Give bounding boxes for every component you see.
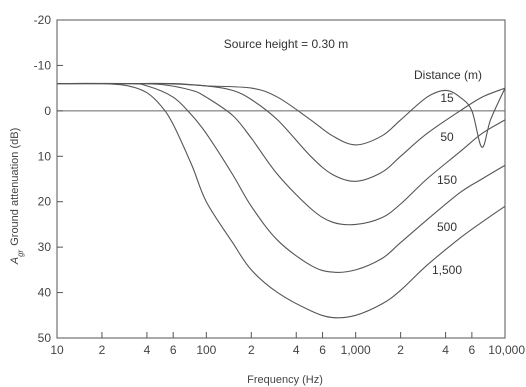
y-tick-label: 10 <box>38 149 52 163</box>
plot-frame <box>56 19 506 339</box>
y-axis-label-subscript: gr <box>16 249 25 256</box>
series-line <box>56 82 506 148</box>
series-label: 15 <box>440 91 454 105</box>
x-axis-label: Frequency (Hz) <box>247 374 323 386</box>
plot-border <box>56 19 506 339</box>
x-tick-label: 10,000 <box>488 343 525 357</box>
series-line <box>56 82 506 182</box>
series-line <box>56 82 506 319</box>
x-tick-label: 2 <box>397 343 404 357</box>
series-label: 500 <box>437 220 457 234</box>
y-axis-ticks: -20 -10 0 10 20 30 40 50 <box>34 13 63 345</box>
y-axis-label-text: Ground attenuation (dB) <box>9 128 21 246</box>
series-line <box>56 82 506 226</box>
x-tick-label: 4 <box>442 343 449 357</box>
y-axis-label: Agr Ground attenuation (dB) <box>9 128 25 266</box>
x-tick-label: 2 <box>99 343 106 357</box>
x-tick-label: 6 <box>170 343 177 357</box>
y-tick-label: 0 <box>44 104 51 118</box>
series-label: 1,500 <box>432 263 462 277</box>
x-tick-label: 4 <box>144 343 151 357</box>
series-label: 50 <box>440 130 454 144</box>
series-line <box>56 82 506 273</box>
y-tick-label: 30 <box>38 240 52 254</box>
y-axis-label-symbol: A <box>9 257 21 265</box>
series-lines <box>56 82 506 319</box>
x-axis-ticks: 10 2 4 6 100 2 4 6 1,000 2 4 6 10,000 <box>50 332 525 357</box>
legend-title: Distance (m) <box>414 68 482 82</box>
y-tick-label: 40 <box>38 286 52 300</box>
y-tick-label: -10 <box>34 58 52 72</box>
series-label: 150 <box>437 173 457 187</box>
series-labels: 15 50 150 500 1,500 <box>432 91 462 277</box>
y-tick-label: 20 <box>38 195 52 209</box>
x-tick-label: 6 <box>319 343 326 357</box>
x-tick-label: 2 <box>248 343 255 357</box>
source-height-annotation: Source height = 0.30 m <box>224 37 348 51</box>
x-tick-label: 100 <box>196 343 216 357</box>
x-tick-label: 1,000 <box>341 343 371 357</box>
y-tick-label: -20 <box>34 13 52 27</box>
x-tick-label: 6 <box>469 343 476 357</box>
x-tick-label: 4 <box>293 343 300 357</box>
x-tick-label: 10 <box>50 343 64 357</box>
y-tick-label: 50 <box>38 331 52 345</box>
